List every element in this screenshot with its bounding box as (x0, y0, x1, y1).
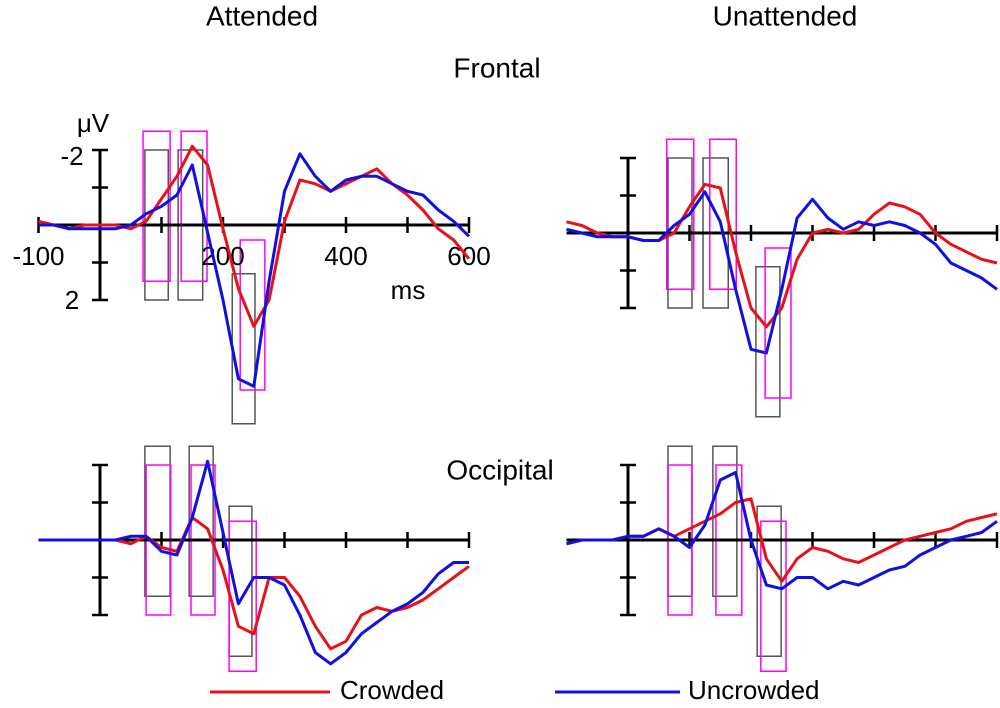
time-window (142, 130, 171, 282)
time-window (760, 520, 787, 672)
time-window (709, 138, 737, 290)
legend-label: Uncrowded (688, 675, 820, 705)
y-tick-label: -2 (60, 141, 83, 171)
erp-line (566, 182, 998, 329)
column-title: Attended (206, 0, 318, 31)
erp-line (38, 459, 469, 666)
time-window (712, 445, 738, 597)
time-window (180, 130, 208, 282)
time-window (667, 445, 693, 597)
y-axis-label: μV (77, 108, 110, 138)
time-window (144, 445, 171, 597)
x-tick-label: -100 (12, 241, 64, 271)
column-title: Unattended (713, 0, 858, 31)
x-tick-label: 600 (447, 241, 490, 271)
row-title: Occipital (446, 454, 553, 485)
erp-line (566, 190, 998, 355)
row-title: Frontal (453, 52, 540, 83)
legend-label: Crowded (340, 675, 444, 705)
y-tick-label: 2 (65, 285, 79, 315)
x-axis-label: ms (391, 275, 426, 305)
erp-line (566, 471, 998, 591)
time-window (755, 266, 781, 418)
time-window (231, 273, 256, 425)
erp-line (38, 152, 471, 388)
erp-line (38, 516, 470, 651)
x-tick-label: 200 (201, 241, 244, 271)
x-tick-label: 400 (324, 241, 367, 271)
time-window (665, 138, 695, 290)
